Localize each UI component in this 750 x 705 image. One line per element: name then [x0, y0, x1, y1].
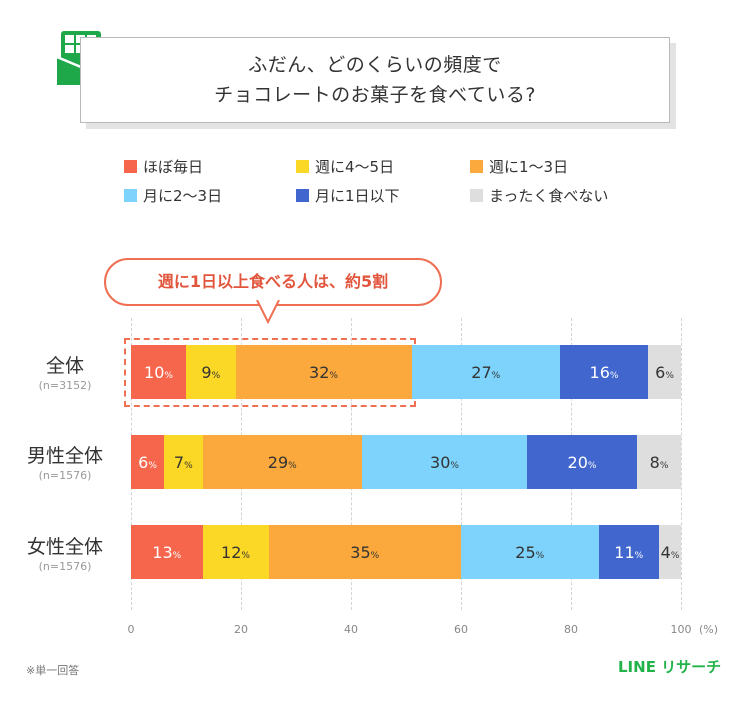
x-tick-label: 20: [234, 623, 248, 636]
bar-value-label: 6%: [138, 452, 157, 472]
bar-segment: 25%: [461, 525, 599, 579]
legend-label: ほぼ毎日: [143, 158, 204, 176]
bar-value-label: 9%: [201, 362, 221, 382]
x-tick-label: 0: [127, 623, 135, 636]
legend-swatch: [470, 189, 483, 202]
footnote: ※単一回答: [26, 664, 80, 677]
bar-segment: 20%: [527, 435, 637, 489]
x-tick-label: 80: [564, 623, 578, 636]
legend-swatch: [124, 160, 137, 173]
legend-swatch: [124, 189, 137, 202]
bar-segment: 35%: [268, 525, 461, 579]
bar-value-label: 13%: [152, 542, 182, 562]
bar-segment: 9%: [186, 345, 236, 399]
legend-label: 週に4～5日: [315, 158, 395, 176]
legend-label: 月に1日以下: [315, 187, 400, 205]
row-label-all: 全体: [45, 355, 84, 377]
bar-segment: 13%: [131, 525, 203, 579]
bar-value-label: 11%: [614, 542, 644, 562]
bar-value-label: 10%: [144, 362, 173, 382]
legend-label: 週に1～3日: [489, 158, 569, 176]
chart-title-line2: チョコレートのお菓子を食べている?: [214, 84, 536, 106]
bar-segment: 27%: [411, 345, 560, 399]
row-label-female: 女性全体: [26, 536, 103, 558]
title-box: ふだん、どのくらいの頻度で チョコレートのお菓子を食べている?: [80, 37, 670, 123]
bar-value-label: 8%: [649, 452, 669, 472]
bar-value-label: 16%: [589, 362, 619, 382]
x-tick-label: 60: [454, 623, 468, 636]
bar-segment: 11%: [598, 525, 659, 579]
row-sample-size-all: (n=3152): [38, 379, 92, 392]
legend-swatch: [470, 160, 483, 173]
bar-segment: 29%: [202, 435, 362, 489]
x-tick-label: 100: [670, 623, 692, 636]
bar-value-label: 29%: [267, 452, 297, 472]
bar-segment: 4%: [659, 525, 681, 579]
legend-swatch: [296, 160, 309, 173]
bar-value-label: 12%: [221, 542, 250, 562]
bar-value-label: 20%: [567, 452, 597, 472]
bar-segment: 10%: [131, 345, 186, 399]
bar-segment: 7%: [164, 435, 203, 489]
callout-bubble: 週に1日以上食べる人は、約5割: [104, 258, 442, 306]
bar-segment: 12%: [202, 525, 269, 579]
chart-title-line1: ふだん、どのくらいの頻度で: [248, 54, 502, 76]
bar-value-label: 32%: [309, 362, 338, 382]
x-tick-label: 40: [344, 623, 358, 636]
bar-segment: 32%: [235, 345, 412, 399]
bar-value-label: 6%: [655, 362, 674, 382]
bar-value-label: 27%: [471, 362, 501, 382]
bar-value-label: 4%: [660, 542, 680, 562]
bar-segment: 30%: [362, 435, 527, 489]
bar-segment: 6%: [648, 345, 681, 399]
bar-value-label: 30%: [430, 452, 459, 472]
legend-label: 月に2～3日: [143, 187, 223, 205]
bar-value-label: 25%: [515, 542, 545, 562]
row-label-male: 男性全体: [26, 445, 103, 467]
callout-tail-icon: [256, 300, 280, 324]
gridline: [681, 318, 682, 610]
x-axis-unit: (%): [699, 623, 719, 636]
bar-value-label: 35%: [350, 542, 380, 562]
row-sample-size-female: (n=1576): [38, 560, 92, 573]
bar-segment: 8%: [637, 435, 681, 489]
bar-segment: 6%: [131, 435, 164, 489]
legend-swatch: [296, 189, 309, 202]
brand-logo: LINE リサーチ: [618, 658, 722, 676]
bar-segment: 16%: [560, 345, 648, 399]
row-sample-size-male: (n=1576): [38, 469, 92, 482]
bar-value-label: 7%: [173, 452, 193, 472]
legend-label: まったく食べない: [489, 187, 609, 205]
